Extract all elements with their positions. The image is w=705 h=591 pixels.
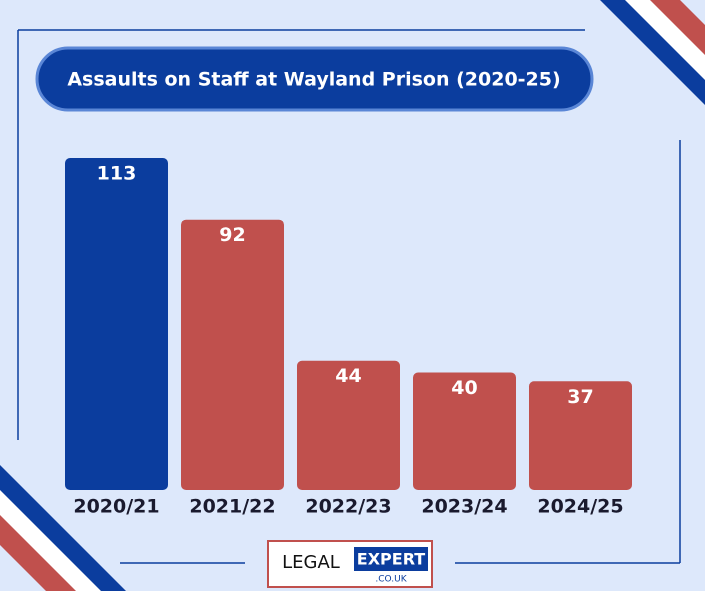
value-label: 92 — [219, 224, 245, 246]
value-label: 44 — [335, 365, 361, 387]
bar — [413, 372, 516, 490]
bar — [181, 219, 284, 491]
x-tick-label: 2020/21 — [73, 496, 159, 518]
logo-right: EXPERT — [357, 550, 426, 569]
logo-highlight — [354, 547, 428, 571]
bar — [297, 360, 400, 490]
logo: LEGAL EXPERT .CO.UK — [267, 540, 433, 588]
frame — [17, 29, 681, 564]
logo-left: LEGAL — [282, 552, 340, 573]
value-label: 113 — [97, 163, 137, 185]
bar — [65, 158, 168, 490]
value-label: 37 — [567, 386, 593, 408]
chart-title: Assaults on Staff at Wayland Prison (202… — [67, 69, 560, 91]
x-tick-label: 2023/24 — [421, 496, 507, 518]
x-tick-label: 2021/22 — [189, 496, 275, 518]
bar — [529, 381, 632, 490]
title-pill — [35, 46, 594, 112]
value-label: 40 — [451, 377, 477, 399]
x-tick-label: 2022/23 — [305, 496, 391, 518]
logo-domain: .CO.UK — [375, 575, 407, 585]
x-tick-label: 2024/25 — [537, 496, 623, 518]
